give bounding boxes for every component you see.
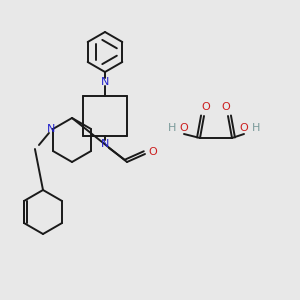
Text: N: N	[47, 124, 55, 134]
Text: H: H	[252, 123, 260, 133]
Text: N: N	[101, 139, 109, 149]
Text: O: O	[180, 123, 188, 133]
Text: O: O	[148, 147, 158, 157]
Text: O: O	[240, 123, 248, 133]
Text: N: N	[101, 77, 109, 87]
Text: O: O	[222, 102, 230, 112]
Text: O: O	[202, 102, 210, 112]
Text: H: H	[168, 123, 176, 133]
